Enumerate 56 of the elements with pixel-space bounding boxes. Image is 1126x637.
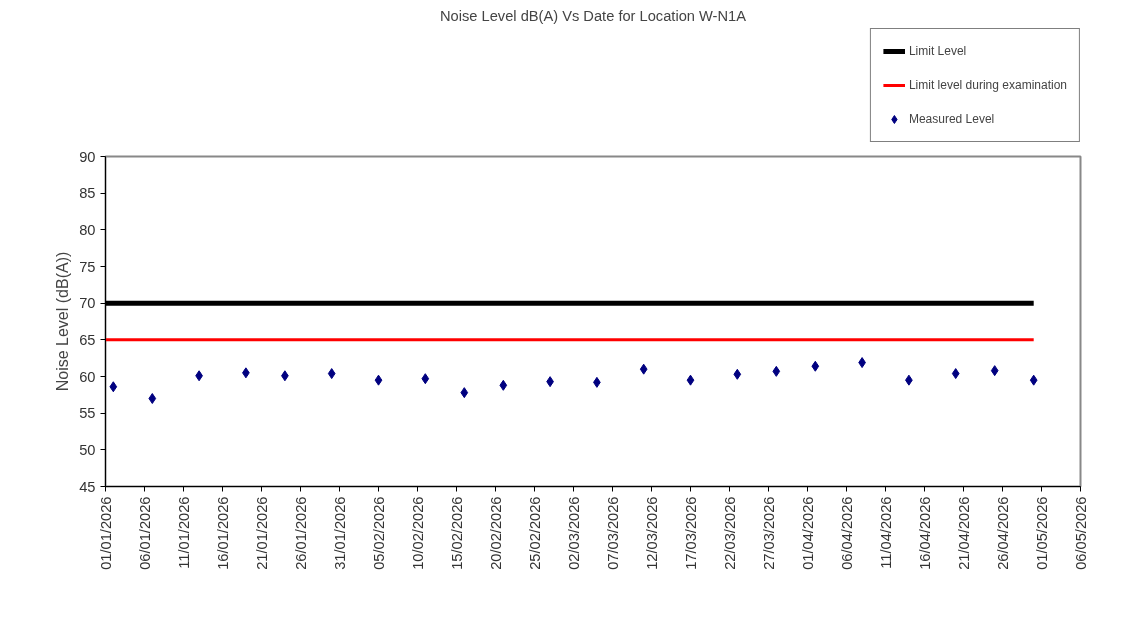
x-tick-label: 05/02/2026 — [370, 496, 387, 570]
y-tick-label: 45 — [79, 478, 96, 495]
chart-title: Noise Level dB(A) Vs Date for Location W-N1A — [439, 7, 747, 24]
point — [639, 363, 648, 375]
x-tick-label: 27/03/2026 — [760, 496, 777, 570]
legend-label: Measured Level — [908, 112, 995, 126]
x-tick-label: 10/02/2026 — [409, 496, 426, 570]
legend-label: Limit Level — [908, 44, 967, 58]
x-tick-label: 06/01/2026 — [136, 496, 153, 570]
x-tick-label: 31/01/2026 — [331, 496, 348, 570]
point — [686, 374, 695, 386]
y-tick-label: 70 — [79, 295, 96, 312]
point — [811, 360, 820, 372]
point — [327, 368, 336, 380]
x-tick-label: 25/02/2026 — [526, 496, 543, 570]
y-axis-title: Noise Level (dB(A)) — [54, 251, 72, 392]
point — [421, 373, 430, 385]
x-tick-label: 21/01/2026 — [253, 496, 270, 570]
y-tick-label: 65 — [79, 331, 96, 348]
y-tick-label: 60 — [79, 368, 96, 385]
point — [1029, 374, 1038, 386]
x-tick-label: 15/02/2026 — [448, 496, 465, 570]
y-tick-label: 85 — [79, 185, 96, 202]
x-tick-label: 11/01/2026 — [175, 496, 192, 569]
legend-label: Limit level during examination — [908, 78, 1067, 92]
x-tick-label: 22/03/2026 — [721, 496, 738, 570]
x-tick-label: 11/04/2026 — [877, 496, 894, 569]
x-tick-label: 26/04/2026 — [994, 496, 1011, 570]
point — [733, 368, 742, 380]
point — [460, 387, 469, 399]
y-tick-label: 90 — [79, 148, 96, 165]
x-tick-label: 12/03/2026 — [643, 496, 660, 570]
point — [374, 374, 383, 386]
x-tick-label: 20/02/2026 — [487, 496, 504, 570]
point — [990, 365, 999, 377]
point — [772, 365, 781, 377]
y-tick-label: 75 — [79, 258, 96, 275]
x-tick-label: 26/01/2026 — [292, 496, 309, 570]
x-tick-label: 06/04/2026 — [838, 496, 855, 570]
x-tick-label: 02/03/2026 — [565, 496, 582, 570]
point — [499, 379, 508, 391]
x-tick-label: 06/05/2026 — [1072, 496, 1089, 570]
point — [109, 381, 118, 393]
x-tick-label: 07/03/2026 — [604, 496, 621, 570]
x-tick-label: 01/01/2026 — [97, 496, 114, 570]
y-tick-label: 55 — [79, 405, 96, 422]
x-tick-label: 01/04/2026 — [799, 496, 816, 570]
x-tick-label: 16/01/2026 — [214, 496, 231, 570]
y-tick-label: 80 — [79, 221, 96, 238]
point — [951, 368, 960, 380]
y-tick-label: 50 — [79, 441, 96, 458]
x-tick-label: 21/04/2026 — [955, 496, 972, 570]
x-tick-label: 17/03/2026 — [682, 496, 699, 570]
point — [148, 393, 157, 404]
x-tick-label: 01/05/2026 — [1033, 496, 1050, 570]
x-tick-label: 16/04/2026 — [916, 496, 933, 570]
